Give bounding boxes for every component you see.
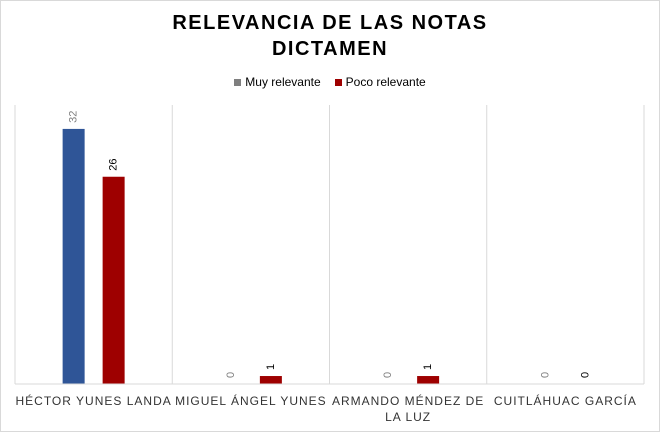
x-tick-label: LA LUZ — [385, 410, 431, 424]
chart-title-line-2: DICTAMEN — [271, 38, 389, 60]
legend: Muy relevante Poco relevante — [0, 75, 660, 89]
x-tick-label: HÉCTOR YUNES LANDA — [15, 393, 171, 408]
data-label: 1 — [265, 364, 277, 370]
data-label: 0 — [579, 372, 591, 378]
legend-swatch-poco-relevante — [334, 78, 342, 86]
legend-item-poco-relevante: Poco relevante — [334, 75, 426, 89]
x-tick-label: MIGUEL ÁNGEL YUNES — [175, 393, 327, 408]
legend-swatch-muy-relevante — [234, 78, 242, 86]
legend-label-muy-relevante: Muy relevante — [245, 75, 321, 89]
legend-item-muy-relevante: Muy relevante — [234, 75, 321, 89]
data-label: 0 — [382, 372, 394, 378]
data-label: 26 — [108, 158, 120, 170]
x-tick-label: CUITLÁHUAC GARCÍA — [494, 393, 637, 408]
data-label: 0 — [539, 372, 551, 378]
legend-label-poco-relevante: Poco relevante — [345, 75, 426, 89]
data-label: 1 — [422, 364, 434, 370]
bar — [417, 376, 440, 384]
bar — [259, 376, 282, 384]
chart-title-line-1: RELEVANCIA DE LAS NOTAS — [172, 12, 488, 34]
bar — [62, 128, 85, 384]
x-tick-label: ARMANDO MÉNDEZ DE — [332, 393, 484, 408]
data-label: 0 — [225, 372, 237, 378]
bar — [102, 176, 125, 384]
data-label: 32 — [68, 111, 80, 123]
